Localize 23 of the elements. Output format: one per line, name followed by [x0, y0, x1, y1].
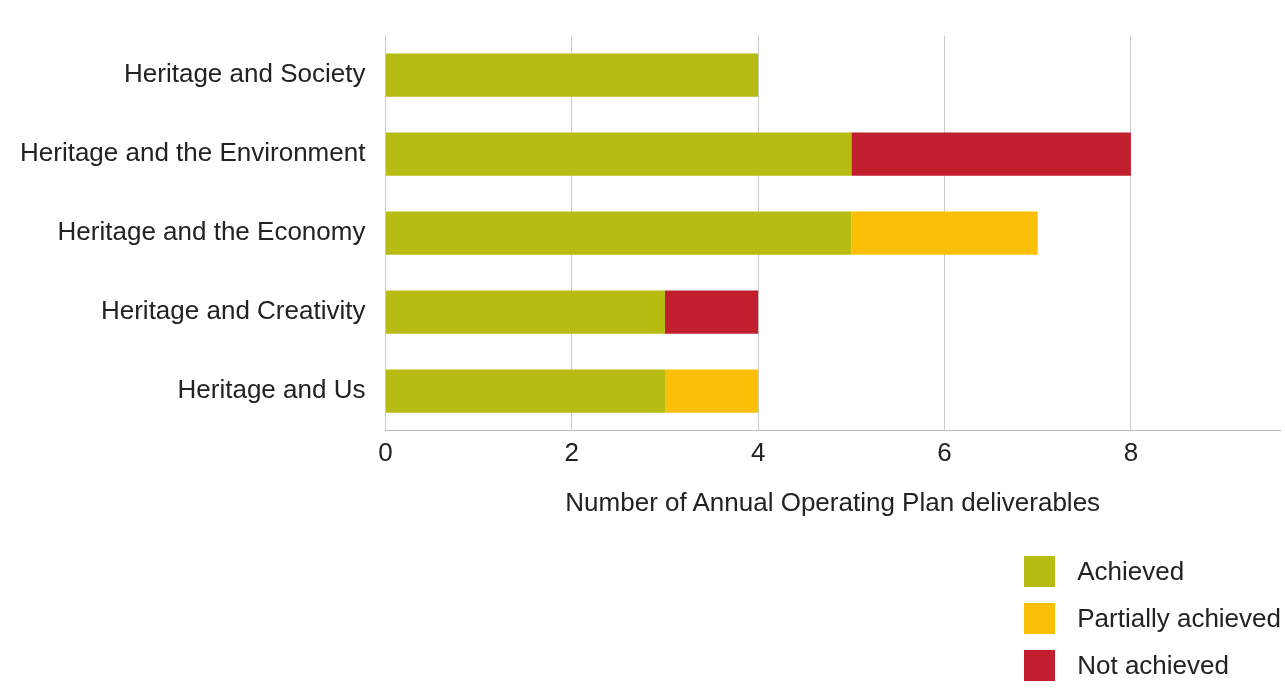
y-tick-label: Heritage and Us [177, 374, 366, 405]
y-tick-label: Heritage and the Environment [19, 137, 367, 168]
bar [851, 132, 1131, 176]
x-tick-label: 8 [1123, 437, 1139, 468]
bar [385, 53, 759, 97]
y-tick-label: Heritage and Society [124, 58, 366, 89]
legend-label: Achieved [1077, 556, 1185, 587]
bar [664, 290, 759, 334]
bar [385, 369, 665, 413]
y-tick-label: Heritage and the Economy [57, 216, 366, 247]
x-tick-label: 2 [564, 437, 580, 468]
bar [664, 369, 759, 413]
legend-label: Partially achieved [1077, 603, 1281, 634]
x-tick-label: 0 [378, 437, 393, 468]
bar [851, 211, 1038, 255]
bar [385, 211, 852, 255]
bar [385, 132, 852, 176]
x-tick-label: 6 [937, 437, 952, 468]
bar [385, 290, 665, 334]
x-axis-title: Number of Annual Operating Plan deliverables [565, 486, 1101, 517]
y-tick-label: Heritage and Creativity [100, 295, 366, 326]
x-tick-label: 4 [750, 437, 766, 468]
legend-label: Not achieved [1077, 650, 1229, 681]
